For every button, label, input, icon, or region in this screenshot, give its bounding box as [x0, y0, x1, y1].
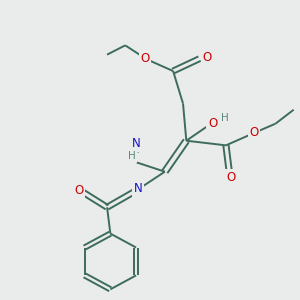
Text: O: O [249, 126, 259, 139]
Text: O: O [140, 52, 150, 65]
Text: O: O [202, 51, 212, 64]
Text: O: O [226, 171, 236, 184]
Text: N: N [132, 137, 141, 150]
Text: H: H [128, 151, 135, 161]
Text: H: H [132, 145, 140, 155]
Text: N: N [134, 182, 143, 195]
Text: O: O [208, 117, 218, 130]
Text: H: H [221, 113, 229, 123]
Text: O: O [74, 184, 84, 197]
